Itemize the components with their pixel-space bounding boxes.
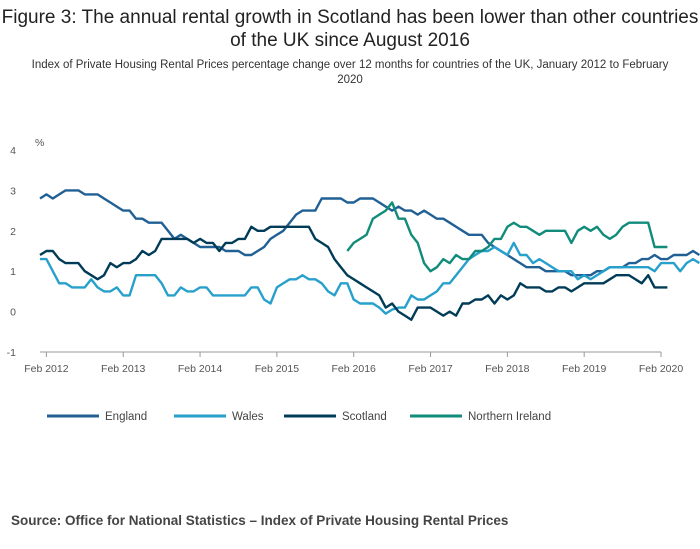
legend-label-northern-ireland: Northern Ireland [468,411,551,423]
x-tick-label: Feb 2015 [255,363,300,375]
chart-legend: England Wales Scotland Northern Ireland [47,411,551,423]
series-line-scotland [39,225,668,321]
y-tick-label: 2 [10,226,16,238]
x-tick-label: Feb 2014 [178,363,223,375]
y-tick-label: 3 [10,185,16,197]
x-tick-label: Feb 2016 [332,363,377,375]
source-note: Source: Office for National Statistics –… [11,513,509,528]
chart-title: Figure 3: The annual rental growth in Sc… [1,7,699,51]
x-tick-label: Feb 2018 [485,363,530,375]
y-tick-label: 4 [10,145,16,157]
legend-label-scotland: Scotland [342,411,387,423]
chart-series [39,189,700,321]
y-tick-label: -1 [7,347,16,359]
series-line-northern-ireland [346,201,668,273]
x-tick-label: Feb 2019 [562,363,607,375]
y-axis-unit: % [35,137,44,149]
x-tick-label: Feb 2017 [408,363,453,375]
chart-axes: % -1 0 1 2 3 4 Feb 2012 Feb 2013 Feb 2014 Feb 2015… [7,137,684,375]
legend-label-wales: Wales [232,411,264,423]
x-tick-label: Feb 2012 [24,363,69,375]
series-line-england [39,189,700,277]
y-tick-label: 0 [10,307,16,319]
y-tick-label: 1 [10,266,16,278]
chart-subtitle: Index of Private Housing Rental Prices p… [31,59,669,86]
legend-label-england: England [105,411,147,423]
series-line-wales [40,241,700,315]
x-tick-label: Feb 2013 [101,363,146,375]
x-tick-label: Feb 2020 [639,363,684,375]
